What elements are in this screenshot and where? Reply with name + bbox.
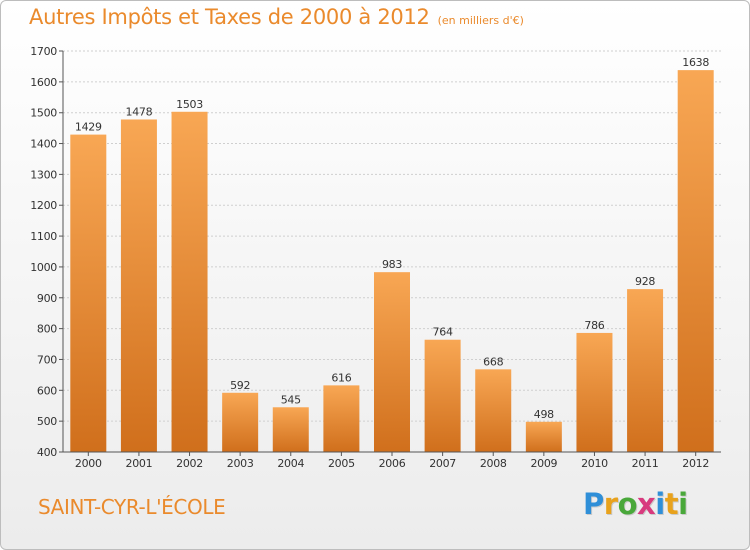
brand-letter: r [603, 487, 618, 521]
bar-value-label: 928 [635, 275, 655, 288]
bar [323, 385, 360, 452]
bar [525, 421, 562, 452]
bar [70, 134, 107, 452]
bar-value-label: 1478 [126, 105, 153, 118]
bar-value-label: 786 [584, 319, 604, 332]
x-tick-label: 2001 [126, 457, 153, 470]
bar [576, 332, 613, 452]
chart-title-text: Autres Impôts et Taxes de 2000 à 2012 [29, 5, 430, 29]
x-tick-label: 2006 [379, 457, 406, 470]
bar-value-label: 592 [230, 379, 250, 392]
y-tick-label: 1300 [30, 168, 57, 181]
y-tick-label: 1200 [30, 199, 57, 212]
bar [374, 272, 410, 452]
y-tick-label: 500 [37, 415, 57, 428]
bar-value-label: 616 [331, 371, 351, 384]
bar-value-label: 1638 [682, 56, 709, 69]
bar-value-label: 668 [483, 355, 503, 368]
y-tick-label: 800 [37, 323, 57, 336]
bar [627, 289, 664, 452]
bar-value-label: 498 [534, 408, 554, 421]
x-tick-label: 2003 [227, 457, 254, 470]
x-tick-label: 2009 [530, 457, 557, 470]
bar-value-label: 1429 [75, 121, 102, 134]
bar-value-label: 983 [382, 258, 402, 271]
bar [475, 369, 512, 452]
x-tick-label: 2004 [277, 457, 304, 470]
bar [171, 111, 208, 453]
brand-letter: P [583, 487, 604, 521]
chart-unit-note: (en milliers d'€) [437, 14, 524, 27]
chart-title: Autres Impôts et Taxes de 2000 à 2012 (en… [29, 5, 524, 29]
x-tick-label: 2002 [176, 457, 203, 470]
axis-layer: 400 500 600 700 800 900 1000 1100 1200 1300 1400 15… [30, 45, 721, 470]
x-tick-label: 2008 [480, 457, 507, 470]
y-tick-label: 600 [37, 384, 57, 397]
y-tick-label: 1700 [30, 45, 57, 58]
bar [222, 392, 259, 452]
bar-value-label: 1503 [176, 98, 203, 111]
y-tick-label: 1500 [30, 107, 57, 120]
brand-letter: i [655, 487, 665, 521]
y-tick-label: 1100 [30, 230, 57, 243]
bar-layer: 1429 1478 1503 592 545 616 983 764 668 498 786 928 1… [70, 56, 714, 453]
bar [677, 70, 714, 452]
y-tick-label: 900 [37, 292, 57, 305]
y-tick-label: 1000 [30, 261, 57, 274]
x-tick-label: 2012 [682, 457, 709, 470]
brand-letter: x [637, 487, 656, 521]
x-tick-label: 2005 [328, 457, 355, 470]
bar [424, 339, 461, 452]
y-tick-label: 400 [37, 446, 57, 459]
bar-value-label: 545 [281, 393, 301, 406]
x-tick-label: 2011 [632, 457, 659, 470]
y-tick-label: 1600 [30, 76, 57, 89]
bar [120, 119, 157, 453]
bar-value-label: 764 [433, 326, 453, 339]
x-tick-label: 2010 [581, 457, 608, 470]
commune-name: SAINT-CYR-L'ÉCOLE [38, 495, 226, 519]
brand-letter: t [664, 487, 679, 521]
y-tick-label: 700 [37, 353, 57, 366]
brand-letter: i [678, 487, 688, 521]
x-tick-label: 2007 [429, 457, 456, 470]
y-tick-label: 1400 [30, 138, 57, 151]
bar [272, 407, 309, 452]
brand-letter: o [617, 487, 638, 521]
x-tick-label: 2000 [75, 457, 102, 470]
proxiti-logo: Proxiti [583, 487, 688, 521]
